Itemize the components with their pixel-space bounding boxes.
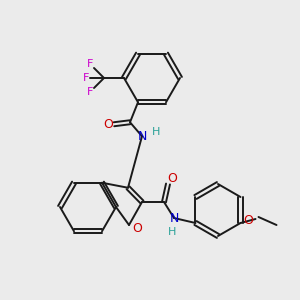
Text: O: O (167, 172, 177, 185)
Text: F: F (83, 73, 89, 83)
Text: F: F (87, 87, 93, 97)
Text: H: H (152, 127, 160, 137)
Text: O: O (132, 221, 142, 235)
Text: O: O (244, 214, 254, 226)
Text: N: N (169, 212, 179, 224)
Text: F: F (87, 59, 93, 69)
Text: N: N (137, 130, 147, 143)
Text: O: O (103, 118, 113, 131)
Text: H: H (168, 227, 176, 237)
